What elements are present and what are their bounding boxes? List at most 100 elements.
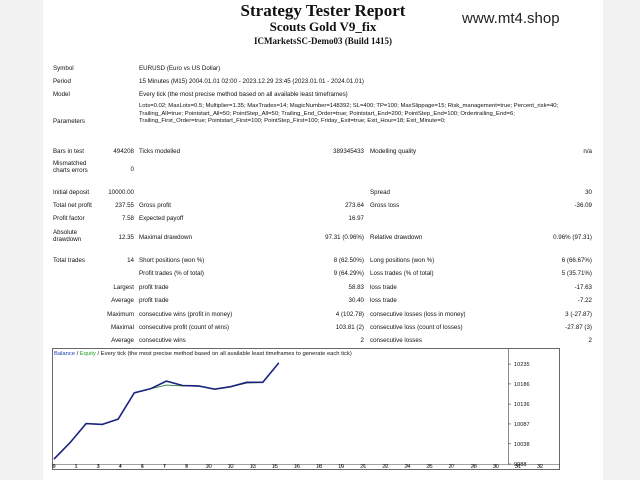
x-tick-label: 28 xyxy=(471,464,477,470)
ea-name: Scouts Gold V9_fix xyxy=(269,19,377,34)
y-tick-label: 10136 xyxy=(514,402,530,408)
legend-description: Every tick (the most precise method base… xyxy=(100,351,352,357)
average-consecutive-losses-value: 2 xyxy=(588,337,592,344)
x-tick-label: 18 xyxy=(316,464,322,470)
legend-sep-2: / xyxy=(95,351,101,357)
x-tick-label: 25 xyxy=(426,464,432,470)
x-tick-label: 24 xyxy=(404,464,410,470)
largest-profit-label: profit trade xyxy=(139,284,169,291)
x-tick-label: 32 xyxy=(537,464,543,470)
parameters-label: Parameters xyxy=(53,118,85,125)
y-tick-label: 10186 xyxy=(514,382,530,388)
mismatch-value: 0 xyxy=(130,166,134,173)
average-profit-label: profit trade xyxy=(139,297,169,304)
long-positions-label: Long positions (won %) xyxy=(370,257,435,264)
spread-label: Spread xyxy=(370,189,390,196)
chart-legend: Balance / Equity / Every tick (the most … xyxy=(54,351,352,357)
model-label: Model xyxy=(53,91,70,98)
x-tick-label: 6 xyxy=(141,464,144,470)
bars-label: Bars in test xyxy=(53,148,84,155)
gross-loss-value: -36.09 xyxy=(574,202,592,209)
symbol-label: Symbol xyxy=(53,65,74,72)
largest-loss-value: -17.63 xyxy=(574,284,592,291)
legend-balance: Balance xyxy=(54,351,75,357)
average-consecutive-wins-value: 2 xyxy=(360,337,364,344)
quality-label: Modelling quality xyxy=(370,148,417,155)
maximal-label: Maximal xyxy=(110,324,134,331)
max-consecutive-losses-label: consecutive losses (loss in money) xyxy=(370,311,466,318)
largest-label: Largest xyxy=(113,284,134,291)
x-tick-label: 19 xyxy=(338,464,344,470)
y-tick-label: 10038 xyxy=(514,442,530,448)
period-label: Period xyxy=(53,78,71,85)
x-tick-label: 9 xyxy=(185,464,188,470)
absolute-drawdown-value: 12.35 xyxy=(118,234,134,241)
profit-trades-label: Profit trades (% of total) xyxy=(139,270,204,277)
average-consecutive-losses-label: consecutive losses xyxy=(370,337,422,344)
legend-sep-1: / xyxy=(74,351,80,357)
period-value: 15 Minutes (M15) 2004.01.01 02:00 - 2023… xyxy=(139,78,364,85)
average-loss-value: -7.22 xyxy=(577,297,592,304)
spread-value: 30 xyxy=(585,189,592,196)
x-tick-label: 1 xyxy=(75,464,78,470)
average-loss-label: loss trade xyxy=(370,297,397,304)
profit-factor-value: 7.58 xyxy=(121,215,134,222)
bars-value: 494208 xyxy=(113,148,134,155)
loss-trades-label: Loss trades (% of total) xyxy=(370,270,434,277)
maximal-consecutive-profit-value: 103.81 (2) xyxy=(335,324,364,331)
short-positions-label: Short positions (won %) xyxy=(139,257,205,264)
mismatch-label: Mismatched charts errors xyxy=(53,160,88,174)
average-profit-value: 30.40 xyxy=(348,297,364,304)
average-consecutive-label: Average xyxy=(111,337,134,344)
y-tick-label: 9988 xyxy=(514,462,526,468)
ticks-label: Ticks modelled xyxy=(139,148,181,155)
largest-profit-value: 58.83 xyxy=(348,284,364,291)
profit-trades-value: 9 (64.29%) xyxy=(333,270,364,277)
x-tick-label: 4 xyxy=(119,464,122,470)
expected-payoff-label: Expected payoff xyxy=(139,215,184,222)
x-tick-label: 31 xyxy=(515,464,521,470)
x-tick-label: 27 xyxy=(449,464,455,470)
ticks-value: 389345433 xyxy=(333,148,364,155)
report-title: Strategy Tester Report xyxy=(240,1,406,20)
relative-drawdown-value: 0.96% (97.31) xyxy=(553,234,592,241)
chart-frame xyxy=(52,348,560,470)
x-tick-label: 30 xyxy=(493,464,499,470)
x-tick-label: 12 xyxy=(228,464,234,470)
total-trades-value: 14 xyxy=(127,257,134,264)
gross-profit-value: 273.64 xyxy=(345,202,364,209)
maximal-drawdown-value: 97.31 (0.96%) xyxy=(325,234,364,241)
maximal-consecutive-loss-value: -27.87 (3) xyxy=(565,324,592,331)
x-tick-label: 3 xyxy=(97,464,100,470)
y-tick-label: 10087 xyxy=(514,422,530,428)
x-tick-label: 22 xyxy=(382,464,388,470)
x-tick-label: 7 xyxy=(163,464,166,470)
server-build: ICMarketsSC-Demo03 (Build 1415) xyxy=(254,36,392,46)
parameters-value: Lots=0.02; MaxLots=0.5; Multiplier=1.35;… xyxy=(139,103,559,124)
expected-payoff-value: 16.97 xyxy=(348,215,364,222)
maximal-consecutive-loss-label: consecutive loss (count of losses) xyxy=(370,324,463,331)
max-consecutive-losses-value: 3 (-27.87) xyxy=(565,311,592,318)
quality-value: n/a xyxy=(583,148,592,155)
largest-loss-label: loss trade xyxy=(370,284,397,291)
x-tick-label: 0 xyxy=(52,464,55,470)
relative-drawdown-label: Relative drawdown xyxy=(370,234,423,241)
max-consecutive-wins-label: consecutive wins (profit in money) xyxy=(139,311,233,318)
x-tick-label: 10 xyxy=(206,464,212,470)
net-profit-label: Total net profit xyxy=(53,202,92,209)
symbol-value: EURUSD (Euro vs US Dollar) xyxy=(139,65,221,72)
deposit-label: Initial deposit xyxy=(53,189,90,196)
deposit-value: 10000.00 xyxy=(108,189,134,196)
x-tick-label: 15 xyxy=(272,464,278,470)
x-tick-label: 16 xyxy=(294,464,300,470)
gross-profit-label: Gross profit xyxy=(139,202,171,209)
net-profit-value: 237.55 xyxy=(115,202,134,209)
maximal-consecutive-profit-label: consecutive profit (count of wins) xyxy=(139,324,230,331)
model-value: Every tick (the most precise method base… xyxy=(139,91,348,98)
gross-loss-label: Gross loss xyxy=(370,202,400,209)
x-tick-label: 21 xyxy=(360,464,366,470)
total-trades-label: Total trades xyxy=(53,257,85,264)
maximal-drawdown-label: Maximal drawdown xyxy=(139,234,192,241)
legend-equity: Equity xyxy=(79,351,96,357)
